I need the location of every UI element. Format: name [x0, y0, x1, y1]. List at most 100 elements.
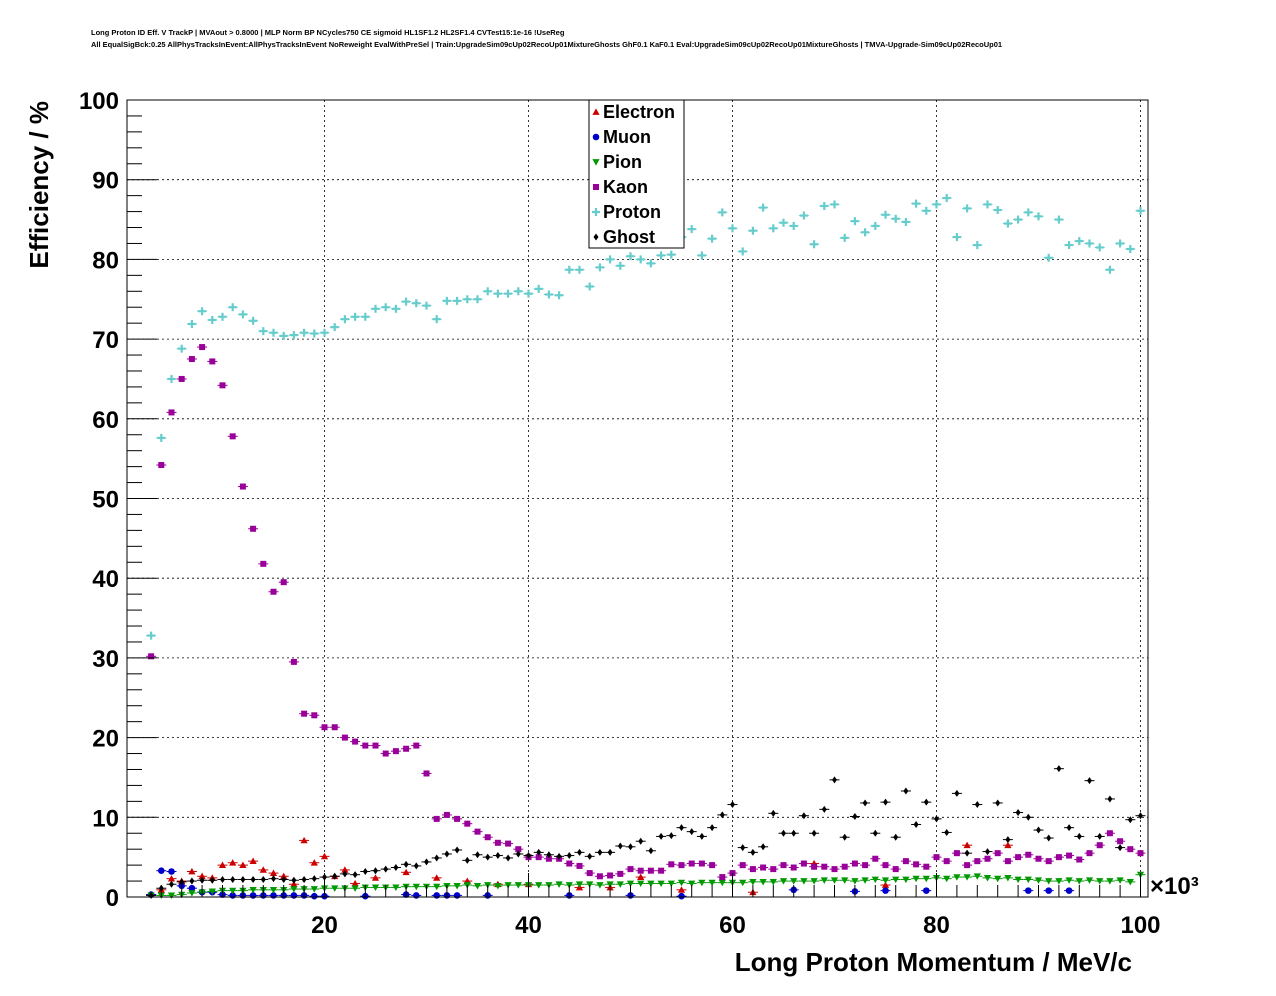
data-point — [167, 374, 176, 383]
data-point — [371, 874, 380, 881]
data-point — [473, 882, 482, 890]
data-point — [565, 265, 574, 274]
data-point — [698, 860, 705, 867]
data-point — [208, 315, 217, 324]
data-point — [658, 867, 665, 874]
data-point — [933, 854, 940, 861]
data-point — [269, 869, 278, 876]
data-point — [483, 287, 492, 296]
data-point — [830, 877, 839, 884]
data-point — [842, 833, 848, 841]
data-point — [454, 815, 461, 822]
y-tick-label: 0 — [106, 885, 119, 912]
data-point — [637, 867, 644, 874]
legend-marker — [592, 208, 600, 216]
data-point — [882, 887, 889, 894]
data-point — [850, 217, 859, 226]
data-point — [535, 882, 543, 889]
data-point — [811, 829, 817, 837]
data-point — [515, 846, 522, 853]
data-point — [158, 462, 165, 469]
data-point — [546, 851, 552, 859]
data-point — [148, 653, 155, 660]
legend-entry: Pion — [603, 152, 642, 172]
data-point — [259, 866, 267, 873]
data-point — [709, 862, 716, 869]
data-point — [871, 876, 879, 884]
data-point — [708, 879, 716, 887]
data-point — [658, 832, 664, 840]
data-point — [953, 874, 961, 881]
data-point — [269, 886, 278, 894]
data-point — [840, 233, 849, 242]
data-point — [974, 858, 981, 865]
data-point — [230, 875, 236, 883]
legend-marker — [592, 159, 600, 166]
data-point — [178, 375, 185, 382]
data-point — [932, 200, 941, 209]
data-point — [1015, 809, 1021, 817]
data-point — [891, 214, 900, 223]
header-line-2: All EqualSigBck:0.25 AllPhysTracksInEven… — [91, 40, 1003, 49]
data-point — [381, 303, 390, 312]
data-point — [167, 892, 176, 900]
data-point — [606, 881, 614, 888]
data-point — [922, 875, 930, 883]
data-point — [862, 862, 869, 869]
data-point — [648, 847, 654, 855]
data-point — [820, 202, 829, 211]
data-point — [311, 712, 318, 719]
data-point — [1054, 215, 1063, 224]
data-point — [913, 861, 920, 868]
data-point — [188, 884, 196, 892]
data-point — [1056, 765, 1062, 773]
data-point — [912, 199, 921, 208]
data-point — [595, 263, 604, 272]
x-tick-label: 100 — [1120, 912, 1160, 939]
data-point — [158, 867, 165, 874]
data-point — [219, 382, 226, 389]
data-point — [340, 315, 349, 324]
data-point — [821, 805, 827, 813]
data-point — [424, 858, 429, 866]
data-point — [934, 815, 939, 823]
data-point — [993, 205, 1002, 214]
data-point — [413, 862, 419, 870]
data-point — [422, 301, 431, 310]
data-point — [1136, 206, 1145, 215]
data-point — [300, 328, 309, 337]
data-point — [944, 828, 950, 836]
data-point — [1138, 812, 1143, 820]
x-axis-label: Long Proton Momentum / MeV/c — [735, 947, 1132, 977]
data-point — [637, 880, 645, 888]
data-point — [759, 878, 767, 886]
data-point — [1096, 842, 1103, 849]
data-point — [177, 344, 186, 353]
data-point — [249, 886, 257, 894]
data-point — [750, 848, 756, 856]
data-point — [647, 880, 655, 888]
legend-marker — [592, 133, 600, 141]
data-point — [147, 631, 156, 640]
data-point — [994, 875, 1002, 883]
series-ghost — [146, 765, 1146, 899]
data-point — [464, 856, 470, 864]
data-point — [433, 874, 441, 881]
data-point — [862, 799, 868, 807]
data-point — [432, 315, 441, 324]
data-point — [1085, 877, 1094, 884]
data-point — [382, 750, 389, 757]
data-point — [901, 217, 910, 226]
data-point — [1004, 858, 1011, 865]
data-point — [779, 218, 788, 227]
data-point — [667, 250, 676, 259]
data-point — [545, 855, 552, 862]
data-point — [799, 211, 808, 220]
data-point — [361, 312, 370, 321]
data-point — [923, 798, 929, 806]
data-point — [800, 860, 807, 867]
data-point — [811, 863, 818, 870]
data-point — [179, 878, 185, 886]
data-point — [983, 874, 992, 882]
data-point — [454, 846, 460, 854]
